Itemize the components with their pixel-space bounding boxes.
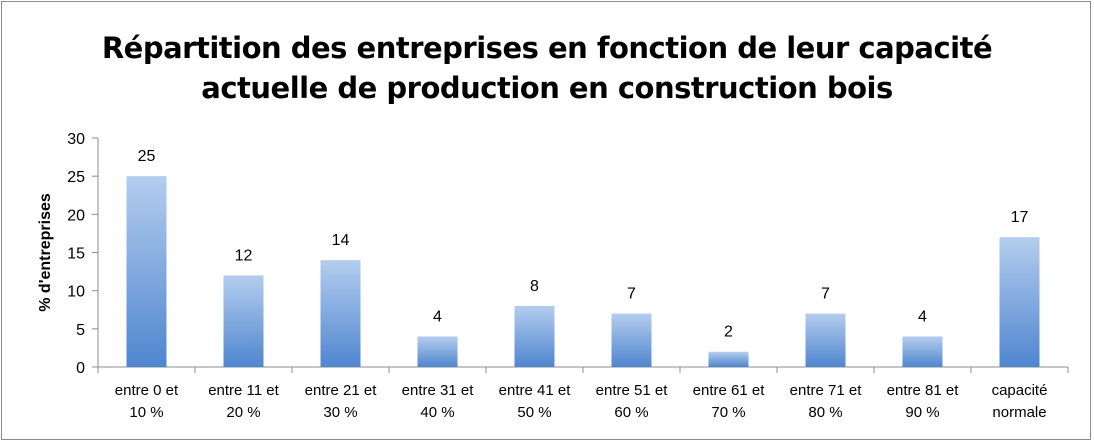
category-label: capacité (992, 382, 1048, 399)
bar (611, 313, 652, 367)
y-tick-label: 5 (76, 322, 85, 339)
bar (999, 237, 1040, 367)
y-tick-label: 30 (67, 131, 85, 148)
data-label: 25 (138, 148, 156, 165)
category-label: entre 61 et (693, 382, 766, 399)
y-tick-label: 20 (67, 207, 85, 224)
y-tick-label: 25 (67, 169, 85, 186)
data-label: 7 (821, 286, 830, 303)
category-label: entre 21 et (305, 382, 378, 399)
category-label: 20 % (226, 404, 260, 421)
y-tick-label: 15 (67, 246, 85, 263)
bars (126, 176, 1040, 367)
category-label: 80 % (808, 404, 842, 421)
data-label: 4 (918, 308, 927, 325)
y-tick-label: 0 (76, 360, 85, 377)
data-label: 14 (332, 232, 350, 249)
bar (902, 336, 943, 367)
category-label: 60 % (614, 404, 648, 421)
y-axis-title: % d'entreprises (37, 193, 54, 312)
data-label: 4 (433, 308, 442, 325)
chart-title: Répartition des entreprises en fonction … (0, 28, 1094, 108)
category-label: 50 % (517, 404, 551, 421)
bar (223, 275, 264, 367)
data-label: 8 (530, 278, 539, 295)
bar (514, 305, 555, 367)
category-label: normale (992, 404, 1046, 421)
data-label: 12 (235, 247, 253, 264)
category-label: entre 11 et (208, 382, 279, 399)
data-label: 7 (627, 286, 636, 303)
bar (320, 260, 361, 367)
category-label: entre 41 et (499, 382, 572, 399)
category-label: 40 % (420, 404, 454, 421)
data-label: 17 (1011, 209, 1029, 226)
category-label: entre 71 et (790, 382, 863, 399)
category-label: entre 31 et (402, 382, 475, 399)
category-label: 10 % (129, 404, 163, 421)
chart-title-line-2: actuelle de production en construction b… (201, 71, 893, 105)
bar (417, 336, 458, 367)
category-label: entre 0 et (115, 382, 179, 399)
bar (126, 176, 167, 367)
category-label: 70 % (711, 404, 745, 421)
y-tick-label: 10 (67, 284, 85, 301)
chart-title-line-1: Répartition des entreprises en fonction … (101, 31, 993, 65)
category-label: entre 81 et (887, 382, 960, 399)
category-label: 90 % (905, 404, 939, 421)
data-label: 2 (724, 324, 733, 341)
bar (708, 351, 749, 367)
labels: 0 5 10 15 20 25 30 % d'entreprises 25 entre 0 et 1… (37, 131, 1047, 421)
category-label: entre 51 et (596, 382, 669, 399)
bar (805, 313, 846, 367)
category-label: 30 % (323, 404, 357, 421)
